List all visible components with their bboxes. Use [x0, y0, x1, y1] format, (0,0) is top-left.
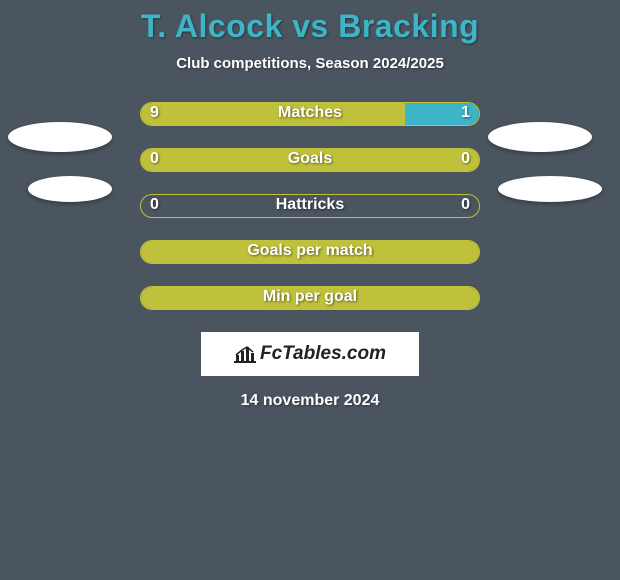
logo-text: FcTables.com [260, 343, 386, 365]
comparison-subtitle: Club competitions, Season 2024/2025 [0, 55, 620, 72]
player-placeholder-ellipse [488, 122, 592, 152]
bar-row-goals: 0 Goals 0 [140, 148, 480, 172]
bar-label: Goals [140, 150, 480, 168]
player-placeholder-ellipse [8, 122, 112, 152]
bar-label: Goals per match [140, 242, 480, 260]
bar-label: Hattricks [140, 196, 480, 214]
comparison-title: T. Alcock vs Bracking [0, 0, 620, 45]
bar-right-value: 1 [461, 104, 470, 122]
bar-row-matches: 9 Matches 1 [140, 102, 480, 126]
bar-right-value: 0 [461, 196, 470, 214]
player-placeholder-ellipse [28, 176, 112, 202]
bar-label: Min per goal [140, 288, 480, 306]
bar-row-goals-per-match: Goals per match [140, 240, 480, 264]
bar-row-hattricks: 0 Hattricks 0 [140, 194, 480, 218]
logo: FcTables.com [234, 343, 386, 365]
bar-chart-icon [234, 345, 256, 363]
logo-box: FcTables.com [201, 332, 419, 376]
date-text: 14 november 2024 [0, 392, 620, 410]
player-placeholder-ellipse [498, 176, 602, 202]
bar-row-min-per-goal: Min per goal [140, 286, 480, 310]
bar-right-value: 0 [461, 150, 470, 168]
bar-label: Matches [140, 104, 480, 122]
